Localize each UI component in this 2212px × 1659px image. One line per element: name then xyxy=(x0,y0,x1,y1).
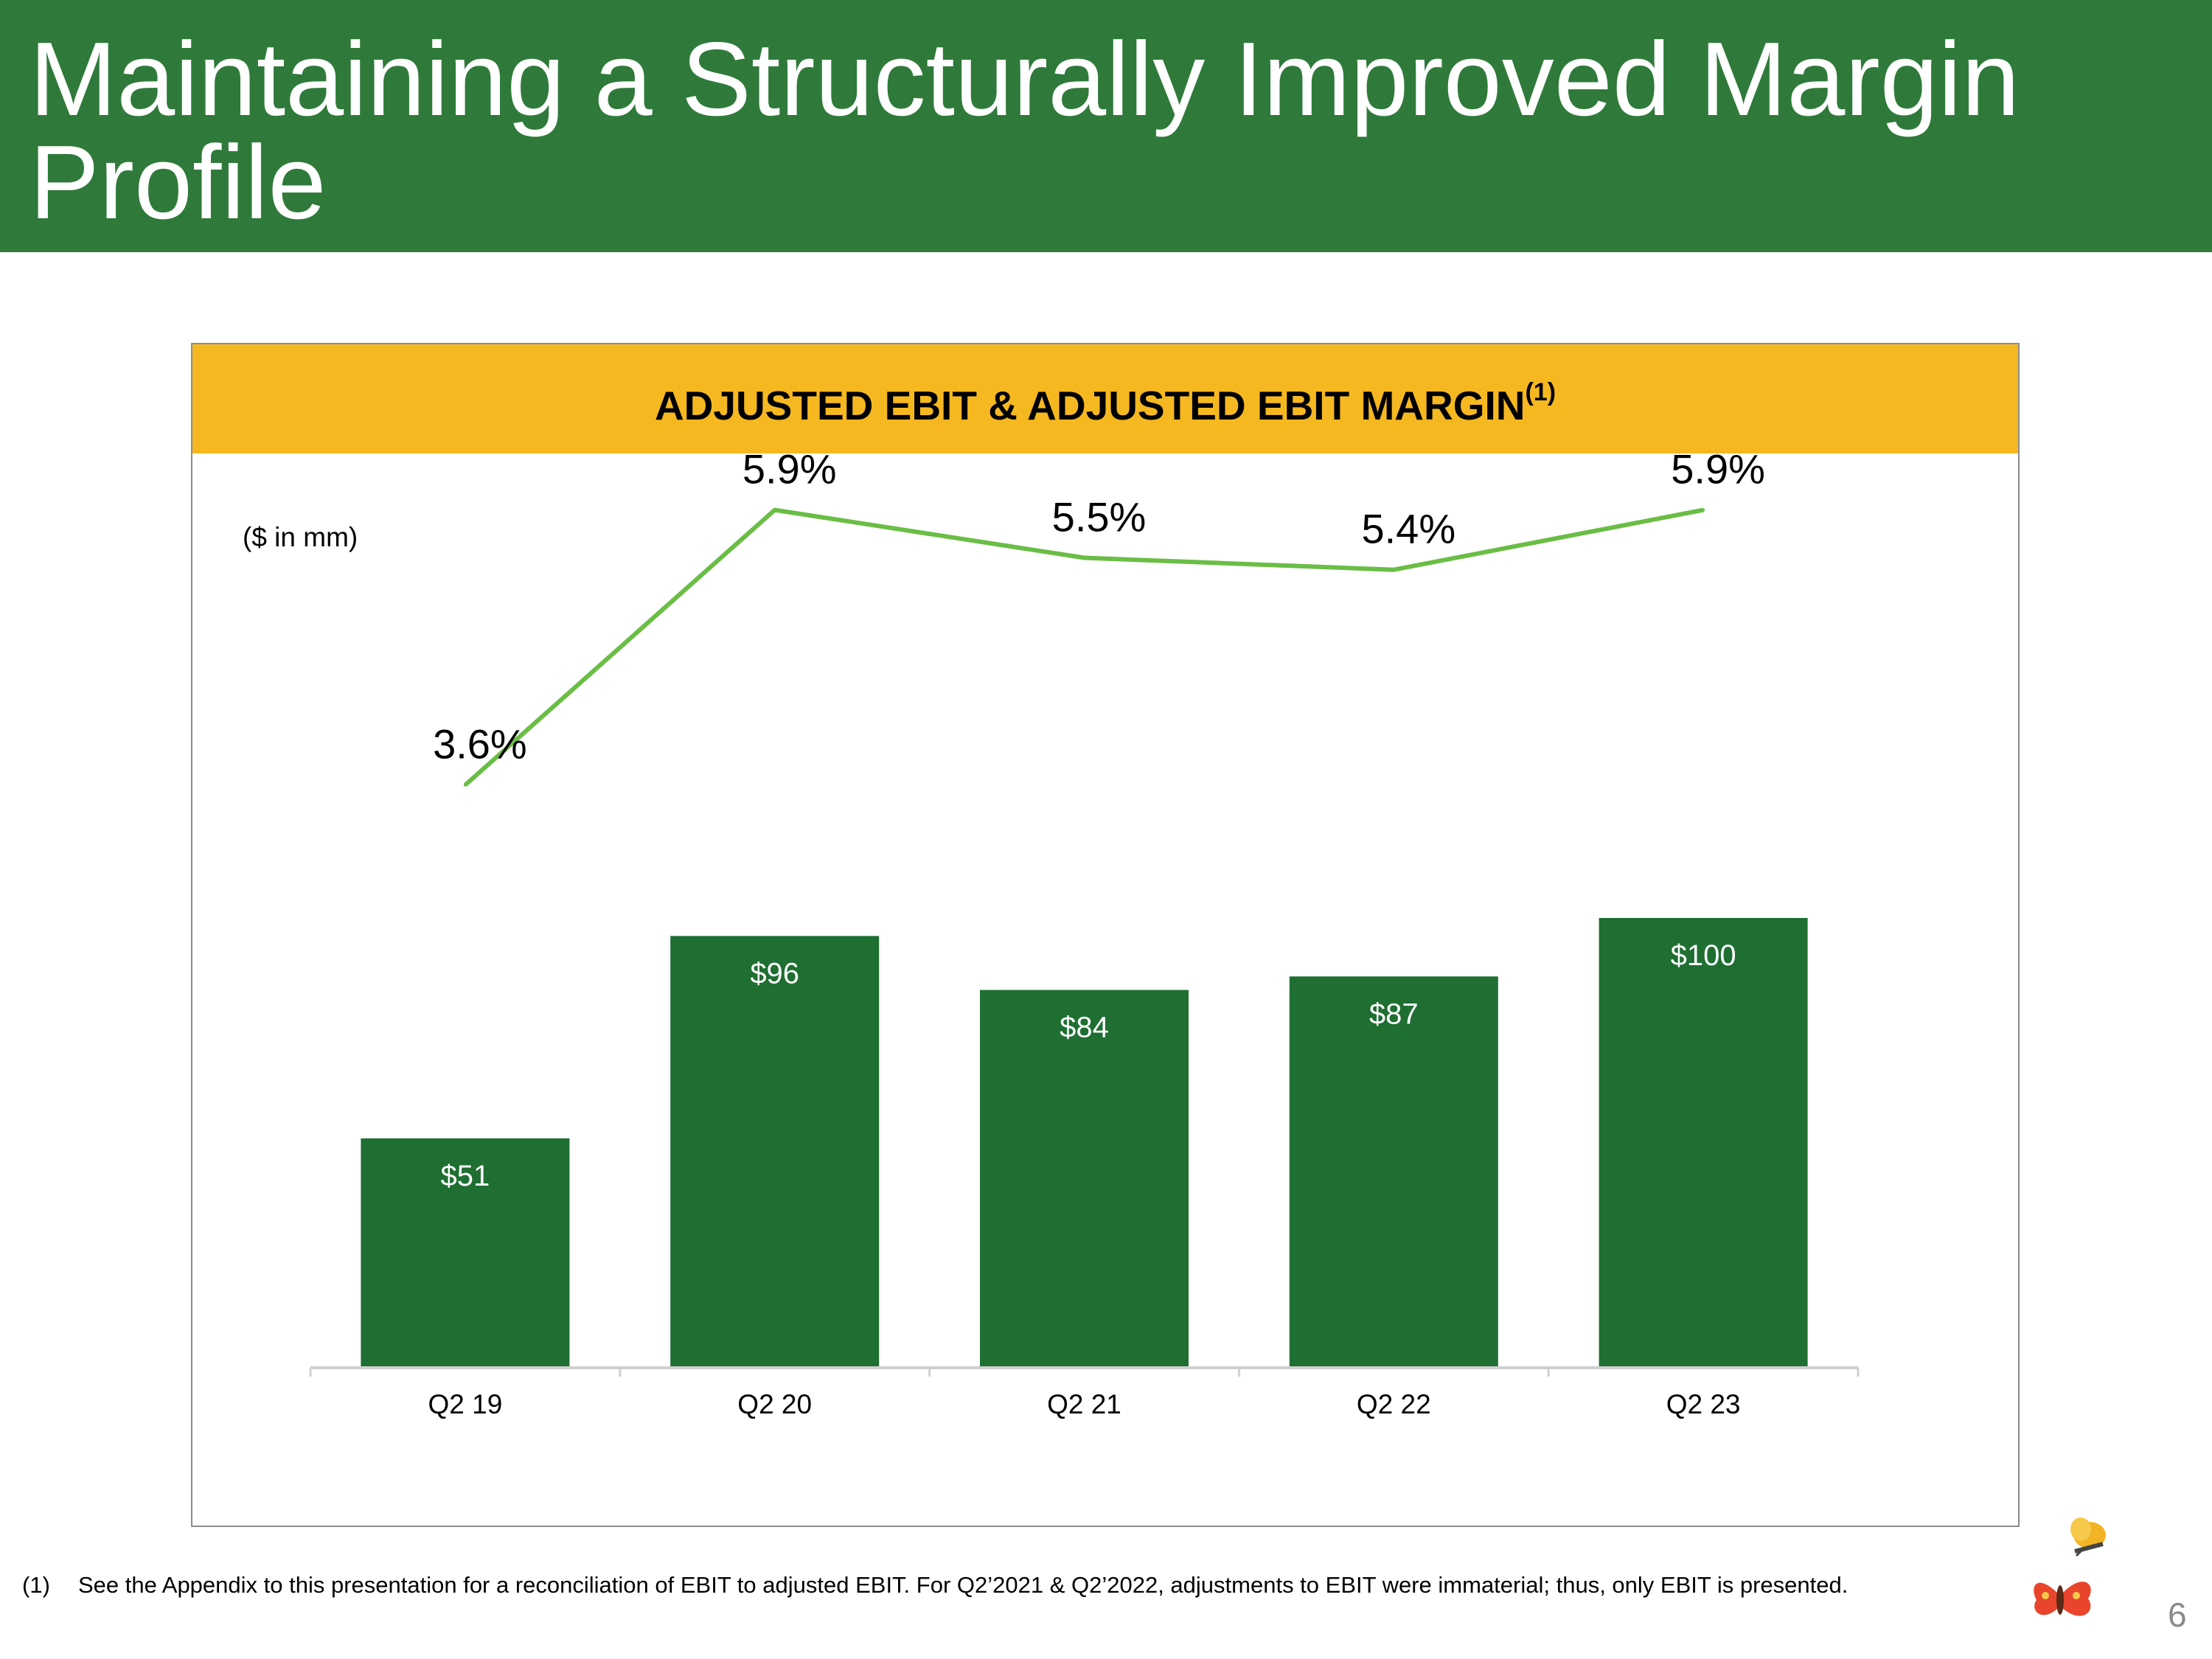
margin-line xyxy=(463,507,1704,787)
x-tick-label-2: Q2 21 xyxy=(1047,1389,1121,1419)
margin-label-0: 3.6% xyxy=(433,721,527,768)
margin-point-4 xyxy=(1702,508,1705,512)
footnote: (1) See the Appendix to this presentation… xyxy=(22,1572,1848,1599)
bar-label-2: $84 xyxy=(1060,1012,1109,1044)
x-tick-label-4: Q2 23 xyxy=(1666,1389,1741,1419)
footnote-marker: (1) xyxy=(22,1572,50,1598)
margin-point-2 xyxy=(1082,556,1086,560)
margin-point-1 xyxy=(773,508,776,512)
butterfly-icon xyxy=(2034,1582,2091,1616)
margin-label-3: 5.4% xyxy=(1361,506,1455,552)
margin-point-0 xyxy=(463,783,467,787)
x-tick-label-3: Q2 22 xyxy=(1357,1389,1431,1419)
x-tick-label-1: Q2 20 xyxy=(737,1389,812,1419)
company-logo xyxy=(2034,1517,2106,1616)
unit-note: ($ in mm) xyxy=(243,522,358,552)
margin-label-4: 5.9% xyxy=(1671,446,1765,493)
footnote-text: See the Appendix to this presentation fo… xyxy=(78,1572,1848,1598)
page-title: Maintaining a Structurally Improved Marg… xyxy=(29,21,2020,241)
page-number: 6 xyxy=(2168,1596,2187,1634)
chart-title-band: ADJUSTED EBIT & ADJUSTED EBIT MARGIN(1) xyxy=(192,344,2018,453)
bee-icon xyxy=(2070,1517,2106,1557)
bar-3 xyxy=(1289,976,1498,1368)
bar-label-3: $87 xyxy=(1369,998,1419,1030)
bar-4 xyxy=(1599,918,1808,1368)
chart-title-superscript: (1) xyxy=(1525,378,1557,406)
chart-title: ADJUSTED EBIT & ADJUSTED EBIT MARGIN(1) xyxy=(655,378,1556,429)
bar-label-1: $96 xyxy=(750,957,799,990)
bar-label-0: $51 xyxy=(441,1160,490,1192)
bar-2 xyxy=(980,990,1189,1368)
bar-label-4: $100 xyxy=(1671,939,1736,972)
margin-label-1: 5.9% xyxy=(742,446,837,493)
x-tick-label-0: Q2 19 xyxy=(428,1389,503,1419)
title-bar: Maintaining a Structurally Improved Marg… xyxy=(0,0,2212,252)
bar-1 xyxy=(670,936,880,1368)
margin-point-3 xyxy=(1392,568,1396,571)
margin-label-2: 5.5% xyxy=(1052,494,1147,540)
chart-title-text: ADJUSTED EBIT & ADJUSTED EBIT MARGIN xyxy=(654,383,1526,428)
bar-0 xyxy=(361,1138,570,1368)
